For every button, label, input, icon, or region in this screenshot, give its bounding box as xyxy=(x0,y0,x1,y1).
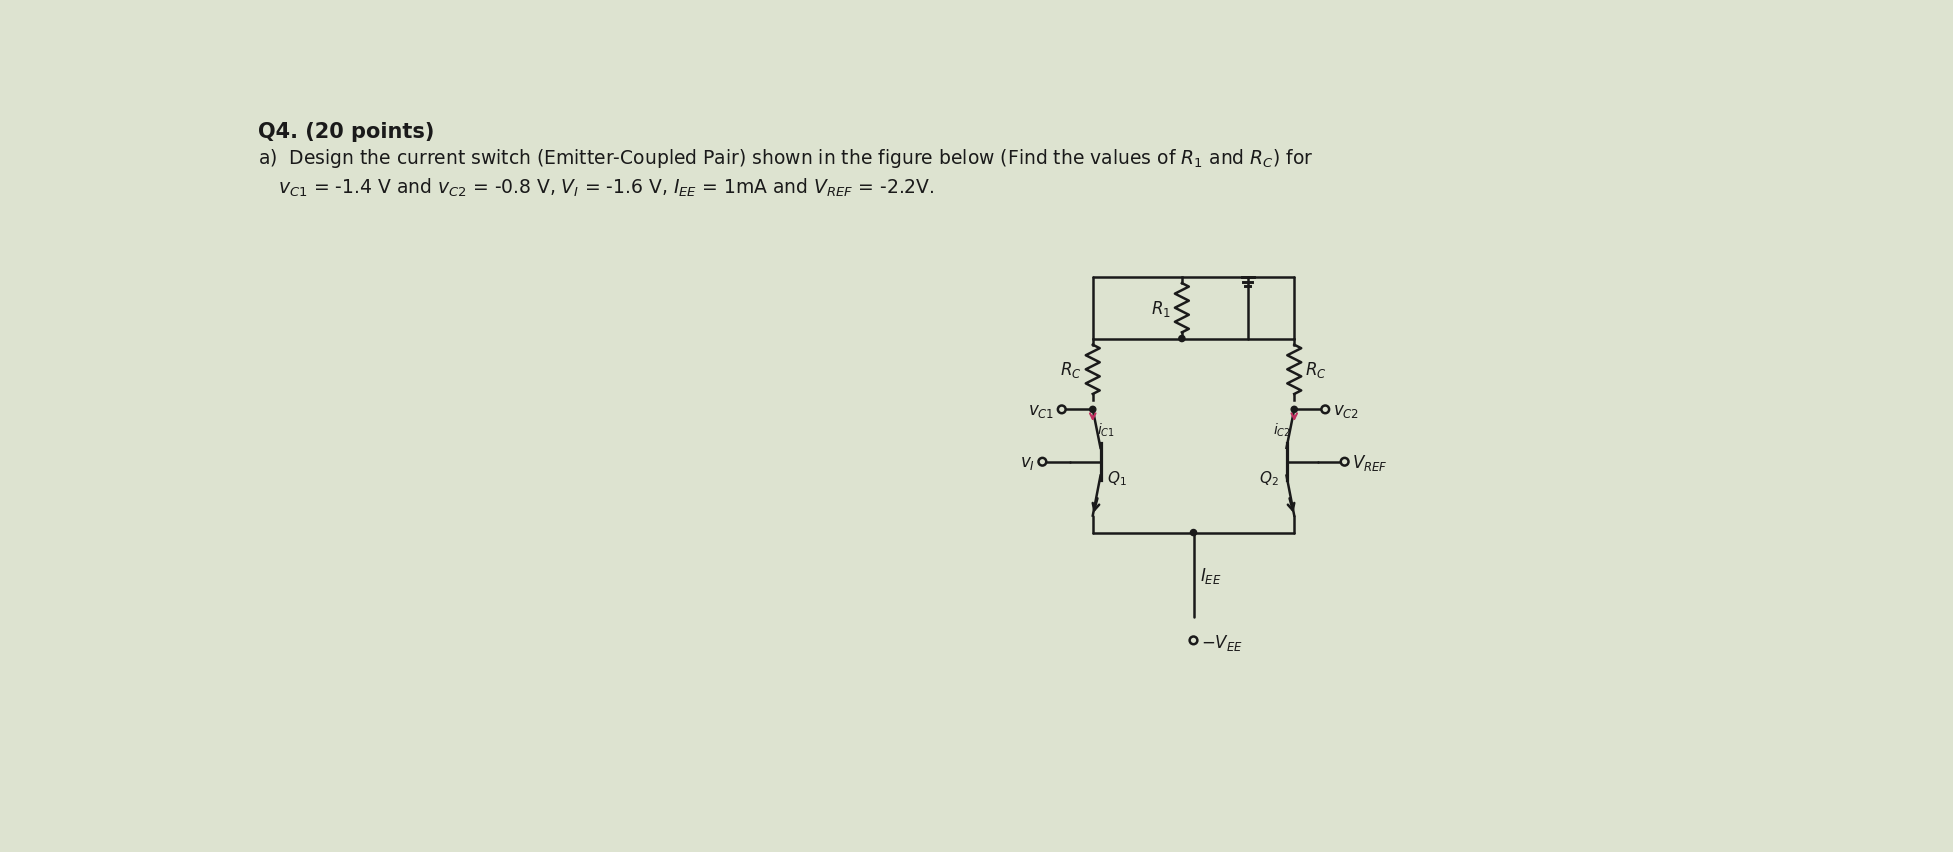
Circle shape xyxy=(1342,458,1348,466)
Text: $R_C$: $R_C$ xyxy=(1060,360,1082,380)
Text: $R_1$: $R_1$ xyxy=(1150,298,1172,319)
Text: a)  Design the current switch (Emitter-Coupled Pair) shown in the figure below (: a) Design the current switch (Emitter-Co… xyxy=(258,147,1314,170)
Circle shape xyxy=(1180,336,1185,343)
Text: $R_C$: $R_C$ xyxy=(1305,360,1326,380)
Circle shape xyxy=(1191,530,1197,536)
Text: $Q_1$: $Q_1$ xyxy=(1107,469,1127,487)
Text: $i_{C1}$: $i_{C1}$ xyxy=(1098,421,1115,438)
Text: $v_{C2}$: $v_{C2}$ xyxy=(1334,401,1359,420)
Circle shape xyxy=(1291,406,1297,413)
Text: $Q_2$: $Q_2$ xyxy=(1260,469,1279,487)
Circle shape xyxy=(1090,406,1096,413)
Text: $-V_{EE}$: $-V_{EE}$ xyxy=(1201,632,1244,652)
Text: $v_{C1}$: $v_{C1}$ xyxy=(1027,401,1055,420)
Text: $I_{EE}$: $I_{EE}$ xyxy=(1199,565,1221,585)
Text: $v_I$: $v_I$ xyxy=(1019,454,1035,472)
Circle shape xyxy=(1322,406,1330,414)
Text: $V_{REF}$: $V_{REF}$ xyxy=(1351,453,1389,473)
Text: $v_{C1}$ = -1.4 V and $v_{C2}$ = -0.8 V, $V_I$ = -1.6 V, $I_{EE}$ = 1mA and $V_{: $v_{C1}$ = -1.4 V and $v_{C2}$ = -0.8 V,… xyxy=(277,177,934,199)
Circle shape xyxy=(1189,636,1197,644)
Text: $i_{C2}$: $i_{C2}$ xyxy=(1273,421,1291,438)
Circle shape xyxy=(1059,406,1066,414)
Text: Q4. (20 points): Q4. (20 points) xyxy=(258,122,434,141)
Circle shape xyxy=(1039,458,1047,466)
